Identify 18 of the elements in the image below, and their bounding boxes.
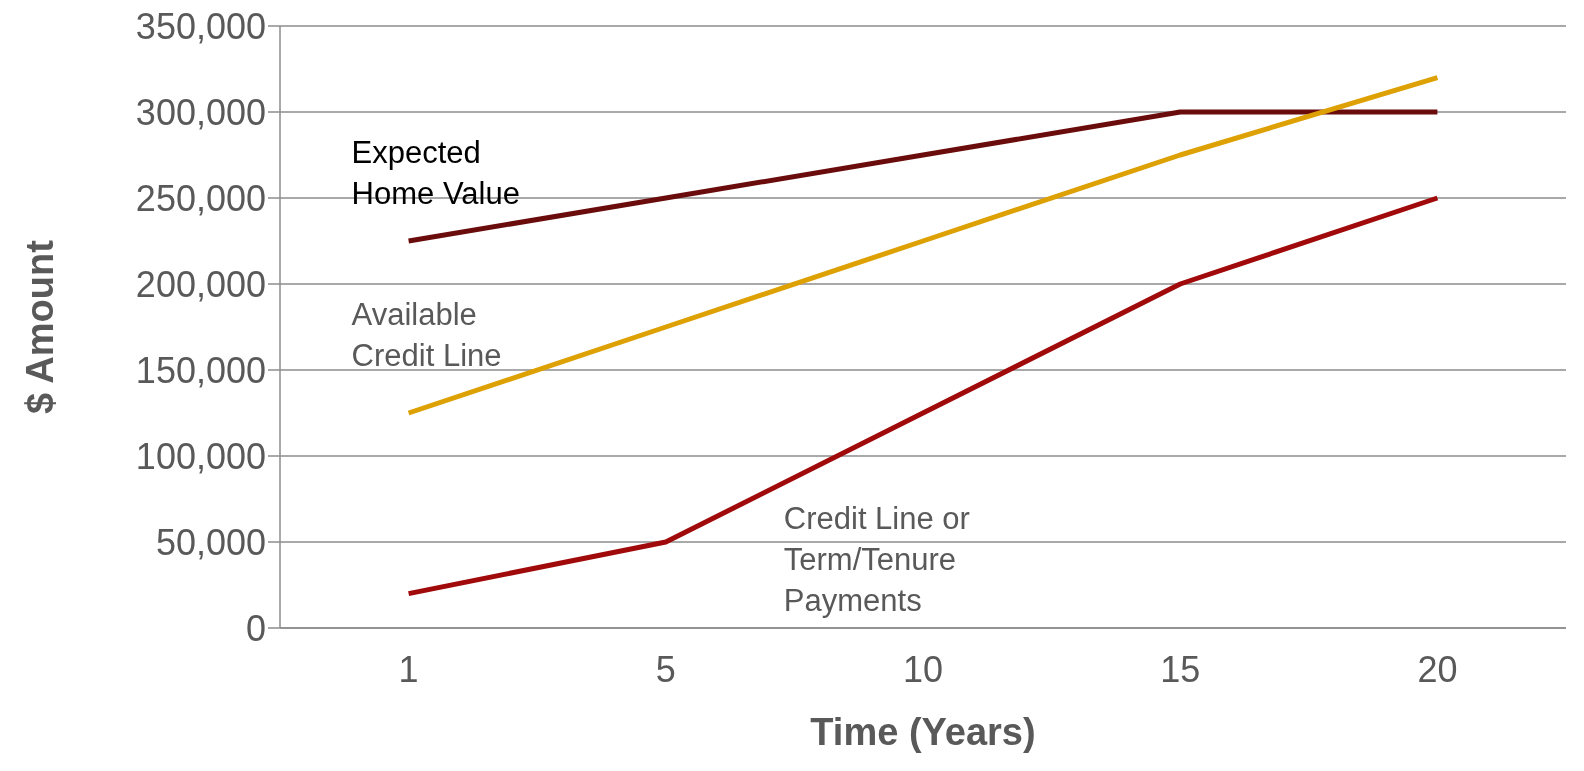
- y-tick-label: 250,000: [135, 177, 266, 219]
- x-axis-title: Time (Years): [810, 711, 1036, 753]
- x-tick-label: 15: [1160, 648, 1201, 690]
- series-label: Credit Line or Term/Tenure Payments: [783, 501, 970, 618]
- y-tick-label: 150,000: [135, 349, 266, 391]
- series-label: Expected Home Value: [351, 135, 520, 211]
- y-tick-label: 350,000: [135, 5, 266, 47]
- x-tick-label: 1: [398, 648, 419, 690]
- x-tick-label: 5: [655, 648, 676, 690]
- y-axis-title: $ Amount: [19, 239, 62, 414]
- y-tick-label: 0: [245, 607, 266, 649]
- x-tick-label: 10: [902, 648, 944, 690]
- series-label: Available Credit Line: [351, 297, 502, 373]
- y-tick-label: 300,000: [135, 91, 266, 133]
- y-tick-label: 100,000: [135, 435, 266, 477]
- x-tick-label: 20: [1417, 648, 1458, 690]
- y-tick-label: 50,000: [155, 521, 266, 563]
- y-tick-label: 200,000: [135, 263, 266, 305]
